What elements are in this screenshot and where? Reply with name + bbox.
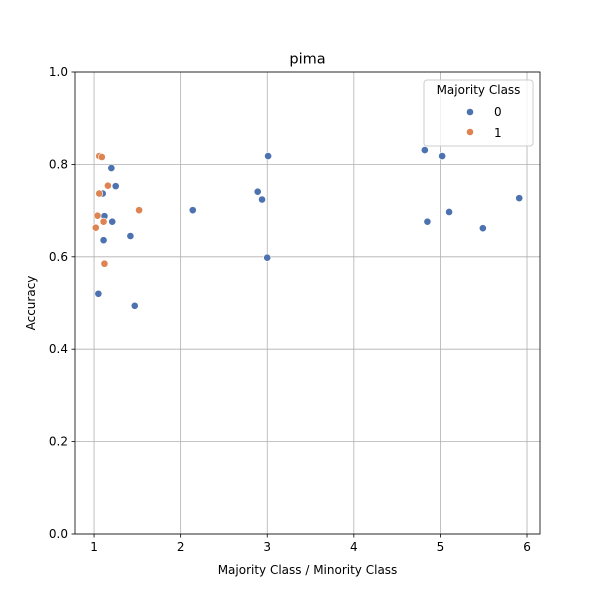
y-tick-label: 0.0	[49, 527, 68, 541]
data-point-series-0	[188, 206, 197, 215]
x-tick-label: 5	[437, 540, 445, 554]
x-axis-ticks: 1 2 3 4 5 6	[90, 534, 531, 554]
data-point-series-0	[478, 224, 487, 233]
legend-box	[423, 79, 534, 147]
data-point-series-1	[95, 189, 104, 198]
data-point-series-0	[107, 164, 116, 172]
y-tick-label: 0.6	[49, 250, 68, 264]
x-axis-label: Majority Class / Minority Class	[218, 563, 398, 577]
x-tick-label: 6	[523, 540, 531, 554]
data-point-series-1	[97, 153, 106, 161]
data-point-series-0	[99, 236, 108, 245]
data-point-series-0	[423, 217, 432, 226]
data-point-series-1	[99, 217, 108, 226]
x-tick-label: 4	[350, 540, 358, 554]
data-point-series-0	[515, 194, 524, 203]
data-point-series-0	[445, 208, 453, 216]
legend-title: Majority Class	[437, 83, 521, 97]
data-point-series-0	[108, 217, 117, 226]
data-point-series-0	[126, 232, 135, 240]
legend-marker-1	[466, 128, 474, 136]
data-point-series-0	[94, 289, 103, 298]
data-point-series-0	[263, 253, 272, 262]
data-point-series-0	[420, 146, 429, 154]
legend-label-1: 1	[494, 126, 502, 140]
legend-label-0: 0	[494, 105, 502, 119]
x-tick-label: 1	[90, 540, 98, 554]
y-axis-label: Accuracy	[24, 276, 38, 331]
y-tick-label: 0.4	[49, 342, 68, 356]
y-tick-label: 1.0	[49, 65, 68, 79]
chart-title: pima	[289, 52, 325, 68]
x-tick-label: 3	[263, 540, 271, 554]
data-point-series-1	[91, 223, 100, 232]
plot-frame	[74, 71, 541, 535]
legend-marker-0	[466, 108, 474, 116]
x-tick-label: 2	[177, 540, 185, 554]
data-points	[91, 146, 524, 310]
y-tick-label: 0.2	[49, 435, 68, 449]
data-point-series-0	[264, 152, 273, 160]
data-point-series-1	[135, 206, 143, 215]
legend: Majority Class 0 1	[423, 79, 534, 147]
y-axis-ticks: 0.0 0.2 0.4 0.6 0.8 1.0	[49, 65, 75, 541]
data-point-series-1	[93, 211, 102, 220]
data-point-series-0	[438, 152, 447, 160]
data-point-series-0	[258, 195, 266, 204]
data-point-series-1	[104, 181, 112, 190]
y-tick-label: 0.8	[49, 157, 68, 171]
data-point-series-1	[100, 259, 109, 268]
data-point-series-0	[130, 301, 139, 310]
data-point-series-0	[111, 182, 120, 191]
data-point-series-0	[253, 187, 262, 196]
